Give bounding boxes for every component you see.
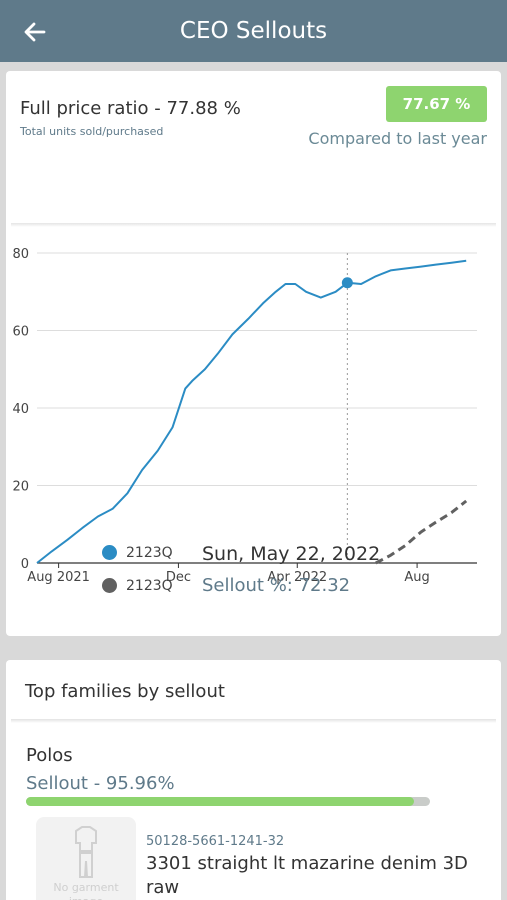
app-bar: CEO Sellouts (0, 0, 507, 62)
garment-thumbnail[interactable]: No garment image (36, 817, 136, 900)
y-tick-label: 0 (21, 557, 29, 572)
product-sku: 50128-5661-1241-32 (146, 834, 285, 849)
garment-icon (75, 826, 97, 878)
arrow-left-icon[interactable] (20, 17, 50, 47)
y-tick-label: 80 (12, 247, 29, 262)
ratio-header: Full price ratio - 77.88 % Total units s… (11, 76, 496, 224)
product-name: 3301 straight lt mazarine denim 3D raw (146, 853, 468, 898)
sellout-chart[interactable]: 0 20 40 60 80 Aug 2021 Dec Apr 2022 Aug (6, 171, 501, 611)
series-line-1 (36, 259, 467, 564)
page-title: CEO Sellouts (179, 18, 328, 44)
legend-label-series2: 2123Q (126, 578, 173, 594)
ratio-title: Full price ratio - 77.88 % (20, 98, 241, 119)
divider (11, 223, 496, 227)
top-families-card: Top families by sellout Polos Sellout - … (6, 660, 501, 900)
tooltip-date: Sun, May 22, 2022 (202, 543, 381, 565)
x-tick-label: Aug 2021 (27, 570, 90, 585)
x-tick-label: Dec (166, 570, 191, 585)
sellout-progress-fill (26, 797, 414, 806)
compare-label: Compared to last year (308, 129, 487, 148)
y-tick-label: 40 (12, 402, 29, 417)
garment-placeholder-text: No garment image (53, 881, 119, 900)
sellout-progress-bar (26, 797, 430, 806)
ratio-subtitle: Total units sold/purchased (20, 125, 164, 138)
tooltip-sellout: Sellout %: 72.32 (202, 575, 351, 596)
divider (11, 719, 496, 723)
legend-dot-series1 (102, 545, 117, 560)
x-tick-label: Aug (404, 570, 429, 585)
families-title: Top families by sellout (25, 681, 225, 702)
x-tick-label: Apr 2022 (267, 570, 327, 585)
family-sellout-label: Sellout - 95.96% (26, 773, 175, 794)
legend-label-series1: 2123Q (126, 545, 173, 561)
full-price-ratio-card: Full price ratio - 77.88 % Total units s… (6, 71, 501, 636)
families-header: Top families by sellout (11, 660, 496, 720)
last-year-badge: 77.67 % (386, 86, 487, 122)
y-tick-label: 20 (12, 480, 29, 495)
series-line-2 (375, 499, 468, 565)
legend-dot-series2 (102, 578, 117, 593)
y-tick-label: 60 (12, 325, 29, 340)
highlight-point (341, 277, 353, 289)
family-name: Polos (26, 745, 73, 766)
